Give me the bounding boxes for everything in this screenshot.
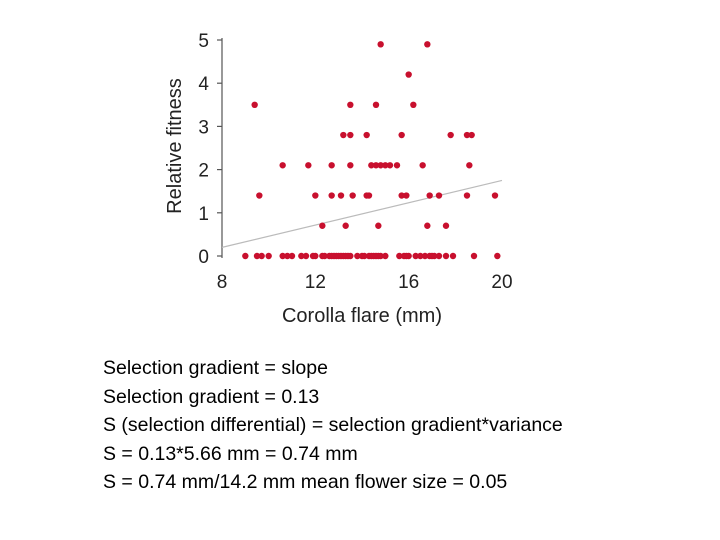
x-tick-label: 20 [491,272,512,293]
data-point [347,101,354,109]
data-point [347,131,354,139]
data-point [377,252,384,260]
data-point [312,252,319,260]
data-point [337,192,345,199]
x-tick-label: 8 [217,272,228,293]
data-point [361,252,368,260]
data-point [258,252,265,260]
data-point [463,192,471,199]
data-point [256,192,263,199]
data-point [412,252,419,260]
x-axis-label: Corolla flare (mm) [282,305,442,327]
data-point [284,252,291,260]
data-point [424,41,431,48]
data-point [377,41,384,48]
data-point [403,192,410,199]
x-tick-label: 16 [398,272,419,293]
note-line: Selection gradient = 0.13 [103,385,320,408]
data-point [449,252,457,260]
data-point [405,71,412,78]
y-tick-label: 4 [198,74,209,95]
y-tick-label: 5 [198,31,209,52]
data-point [279,252,286,260]
data-point [442,252,450,260]
data-point [494,252,501,260]
data-point [470,252,478,260]
data-point [463,131,471,139]
data-point [368,162,375,169]
data-point [365,192,373,199]
y-tick-label: 0 [198,247,209,268]
y-tick-label: 1 [198,204,209,225]
data-point [298,252,305,260]
data-point [405,252,412,260]
data-point [312,192,319,199]
data-point [288,252,296,260]
data-point [363,131,370,139]
y-axis-label: Relative fitness [164,78,186,214]
data-point [328,192,335,199]
data-point [417,252,424,260]
data-point [253,252,261,260]
data-point [410,101,417,109]
data-point [435,192,443,199]
data-point [321,252,328,260]
data-point [342,222,349,229]
note-line: Selection gradient = slope [103,357,328,379]
data-point [375,222,382,229]
data-point [424,222,431,229]
data-point [386,162,394,169]
data-point [442,222,450,229]
y-tick-label: 3 [198,117,209,138]
data-point [349,192,356,199]
data-point [354,252,361,260]
data-point [340,131,347,139]
data-point [347,162,354,169]
data-point [426,192,433,199]
data-point [466,162,473,169]
data-point [393,162,401,169]
data-point [242,252,249,260]
data-point [328,162,335,169]
x-tick-label: 12 [305,272,326,293]
data-point [398,192,405,199]
data-point [491,192,499,199]
data-point [279,162,286,169]
x-axis-ticks: 8 12 16 20 [217,272,513,293]
y-tick-label: 2 [198,161,209,182]
data-point [435,252,443,260]
data-point [419,162,426,169]
data-point [468,131,475,139]
data-point [305,162,312,169]
data-point [421,252,429,260]
data-point [377,162,384,169]
trend-line [221,179,503,248]
data-point [396,252,403,260]
data-point [431,252,438,260]
data-point [447,131,454,139]
data-points [242,41,501,260]
data-point [319,222,326,229]
data-point [347,252,354,260]
data-point [398,131,405,139]
data-point [302,252,310,260]
note-line: S = 0.74 mm/14.2 mm mean flower size = 0… [103,471,508,493]
data-point [382,252,389,260]
data-point [251,101,258,109]
selection-notes: Selection gradient = slope Selection gra… [103,354,563,497]
y-axis-ticks: 0 1 2 3 4 5 [198,31,222,268]
data-point [382,162,389,169]
data-point [372,101,380,109]
data-point [265,252,272,260]
note-line: S (selection differential) = selection g… [103,414,563,436]
note-line: S = 0.13*5.66 mm = 0.74 mm [103,442,358,465]
data-point [372,162,380,169]
